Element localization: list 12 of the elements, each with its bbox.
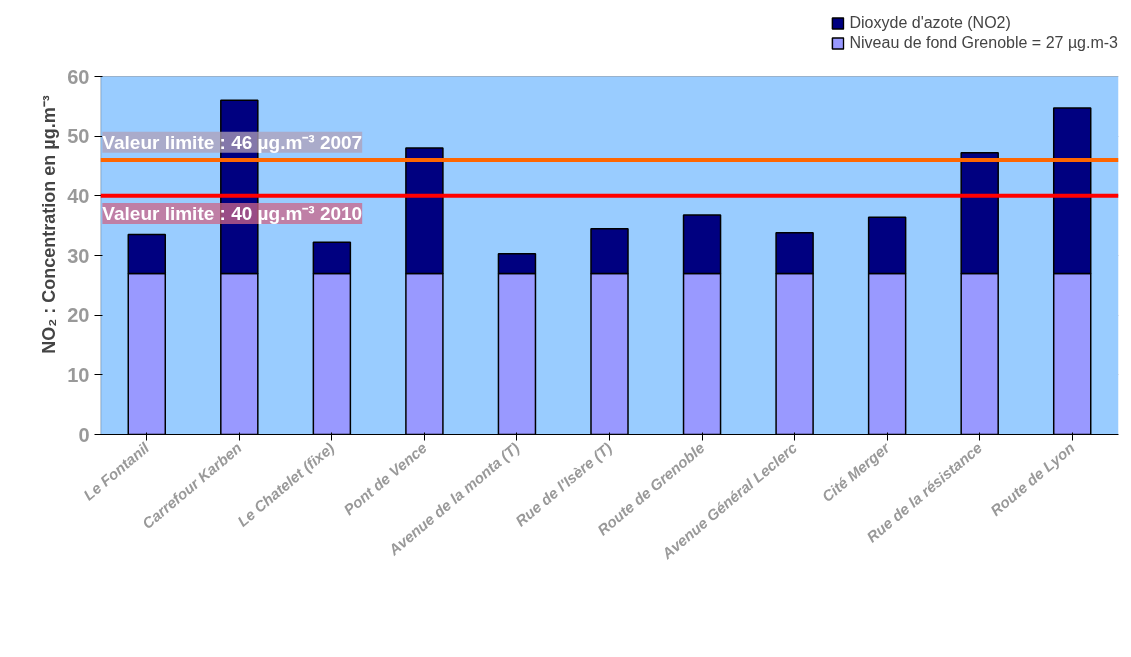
legend-label: Dioxyde d'azote (NO2) — [849, 14, 1011, 32]
y-tick-label: 0 — [78, 423, 90, 446]
ref-line-label: Valeur limite : 46 µg.m⁻³ 2007 — [102, 131, 363, 153]
ref-line-label: Valeur limite : 40 µg.m⁻³ 2010 — [102, 202, 363, 224]
y-tick-label: 20 — [67, 304, 90, 327]
y-tick-label: 10 — [67, 363, 90, 386]
y-tick-label: 60 — [67, 65, 90, 88]
y-tick-label: 30 — [67, 244, 90, 267]
y-tick-label: 40 — [67, 184, 90, 207]
legend-label: Niveau de fond Grenoble = 27 µg.m-3 — [849, 34, 1118, 52]
y-tick-label: 50 — [67, 125, 90, 148]
y-axis-title: NO₂ : Concentration en µg.m⁻³ — [39, 95, 60, 354]
